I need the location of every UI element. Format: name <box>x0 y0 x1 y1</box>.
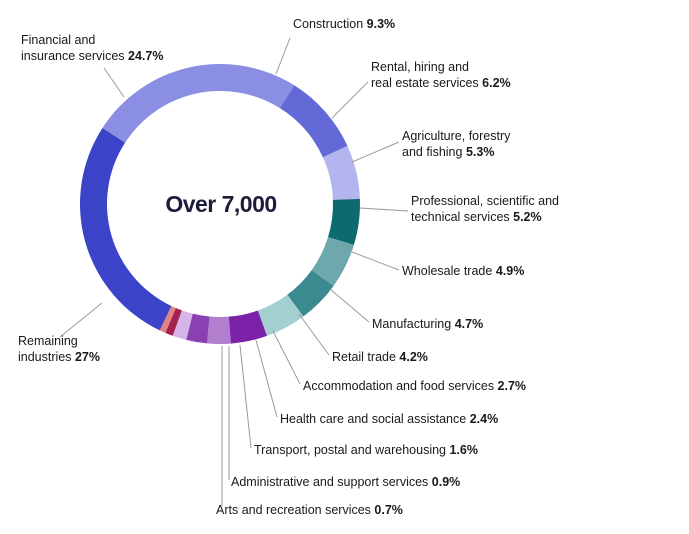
donut-slices <box>80 64 360 344</box>
slice-label-13: Financial and insurance services 24.7% <box>21 33 163 63</box>
donut-slice-8 <box>186 313 210 344</box>
leader-line-5 <box>329 288 370 323</box>
donut-slice-7 <box>207 316 231 344</box>
slice-label-8: Health care and social assistance 2.4% <box>280 412 498 426</box>
donut-slice-13 <box>102 64 295 143</box>
slice-label-line: real estate services <box>371 76 482 90</box>
leader-line-1 <box>331 81 369 119</box>
slice-label-line: Health care and social assistance <box>280 412 470 426</box>
donut-slice-1 <box>322 146 360 200</box>
slice-label-line: Transport, postal and warehousing <box>254 443 449 457</box>
leader-line-0 <box>275 37 291 75</box>
slice-label-11: Arts and recreation services 0.7% <box>216 503 403 517</box>
leader-line-7 <box>272 330 301 385</box>
slice-label-7: Accommodation and food services 2.7% <box>303 379 526 393</box>
slice-labels: Construction 9.3% Rental, hiring and real … <box>18 17 559 517</box>
leader-line-12 <box>59 302 103 338</box>
slice-label-1: Rental, hiring and real estate services 6… <box>371 60 511 90</box>
slice-value: 4.2% <box>399 350 428 364</box>
slice-value: 2.7% <box>498 379 527 393</box>
donut-slice-9 <box>172 310 193 340</box>
slice-label-3: Professional, scientific and technical se… <box>411 194 559 224</box>
slice-label-10: Administrative and support services 0.9% <box>231 475 460 489</box>
slice-label-5: Manufacturing 4.7% <box>372 317 483 331</box>
slice-label-line: technical services <box>411 210 513 224</box>
slice-label-12: Remaining industries 27% <box>18 334 100 364</box>
center-label: Over 7,000 <box>165 191 276 217</box>
slice-label-line: Wholesale trade <box>402 264 496 278</box>
slice-label-line: Administrative and support services <box>231 475 432 489</box>
slice-value: 24.7% <box>128 49 163 63</box>
slice-value: 5.3% <box>466 145 495 159</box>
donut-slice-10 <box>165 308 182 336</box>
slice-label-line: Construction <box>293 17 367 31</box>
slice-label-9: Transport, postal and warehousing 1.6% <box>254 443 478 457</box>
leader-line-6 <box>298 313 330 356</box>
slice-label-line: Rental, hiring and <box>371 60 469 74</box>
slice-label-line: Accommodation and food services <box>303 379 498 393</box>
slice-label-line: Remaining <box>18 334 78 348</box>
slice-value: 9.3% <box>367 17 396 31</box>
donut-slice-3 <box>311 237 354 286</box>
slice-value: 1.6% <box>449 443 478 457</box>
slice-label-line: industries <box>18 350 75 364</box>
slice-label-4: Wholesale trade 4.9% <box>402 264 524 278</box>
slice-value: 4.7% <box>455 317 484 331</box>
leader-lines <box>59 37 409 506</box>
donut-slice-2 <box>328 198 360 246</box>
slice-label-line: and fishing <box>402 145 466 159</box>
slice-label-line: Financial and <box>21 33 95 47</box>
leader-line-9 <box>239 344 252 449</box>
slice-label-line: Retail trade <box>332 350 399 364</box>
slice-label-line: insurance services <box>21 49 128 63</box>
slice-label-line: Agriculture, forestry <box>402 129 511 143</box>
leader-line-4 <box>351 251 400 271</box>
leader-line-8 <box>255 339 278 418</box>
slice-label-line: Professional, scientific and <box>411 194 559 208</box>
leader-line-3 <box>359 207 409 212</box>
slice-value: 2.4% <box>470 412 499 426</box>
slice-label-line: Arts and recreation services <box>216 503 374 517</box>
slice-value: 0.7% <box>374 503 403 517</box>
slice-label-line: Manufacturing <box>372 317 455 331</box>
slice-value: 6.2% <box>482 76 511 90</box>
donut-slice-11 <box>159 305 176 333</box>
donut-slice-0 <box>279 85 348 158</box>
donut-slice-6 <box>228 310 267 344</box>
slice-label-6: Retail trade 4.2% <box>332 350 428 364</box>
slice-value: 27% <box>75 350 100 364</box>
donut-slice-4 <box>287 270 334 317</box>
donut-slice-12 <box>80 127 172 331</box>
slice-value: 0.9% <box>432 475 461 489</box>
leader-line-13 <box>103 67 125 98</box>
leader-line-2 <box>351 141 400 163</box>
slice-label-0: Construction 9.3% <box>293 17 395 31</box>
slice-value: 5.2% <box>513 210 542 224</box>
slice-label-2: Agriculture, forestry and fishing 5.3% <box>402 129 511 159</box>
donut-slice-5 <box>257 294 304 336</box>
slice-value: 4.9% <box>496 264 525 278</box>
